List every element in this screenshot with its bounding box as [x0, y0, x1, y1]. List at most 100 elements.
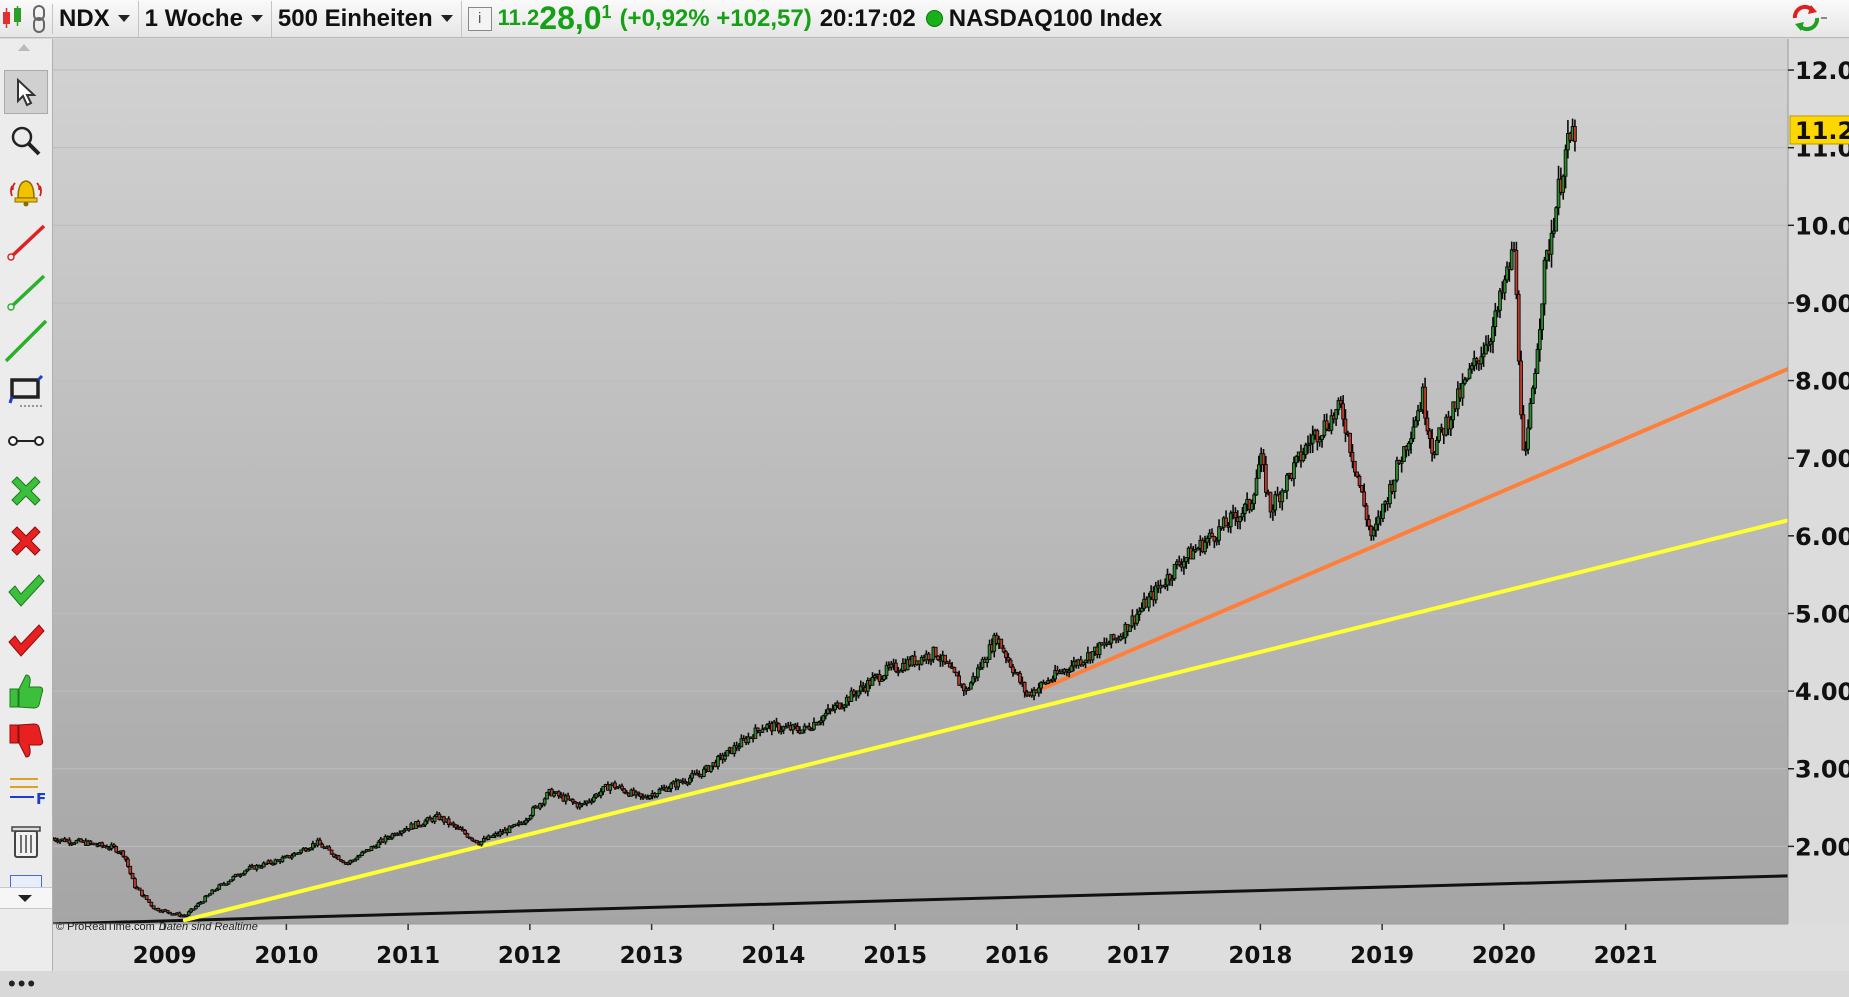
candle-body — [655, 793, 659, 797]
candle-body — [957, 675, 961, 686]
y-tick-label: 4.000 — [1795, 678, 1849, 706]
candle-body — [961, 683, 966, 692]
candle-body — [329, 849, 334, 855]
price-chart[interactable]: 2.000 3.000 4.000 5.000 6.000 7.000 8.000 9.000… — [53, 39, 1849, 971]
scroll-up-icon[interactable] — [18, 44, 30, 51]
candle-body — [147, 899, 151, 903]
current-price-label: 11.228 — [1795, 117, 1849, 145]
green-cross-tool[interactable] — [4, 469, 48, 513]
green-long-line-tool[interactable] — [4, 319, 48, 363]
candle-body — [184, 914, 189, 918]
info-icon[interactable]: i — [467, 6, 492, 31]
candle-body — [549, 788, 554, 797]
candle-body — [1205, 537, 1210, 543]
candle-body — [1039, 681, 1043, 689]
text-tool-partial-icon[interactable] — [10, 875, 42, 888]
candle-body — [465, 833, 470, 838]
chevron-down-icon — [440, 15, 453, 22]
y-tick-label: 7.000 — [1795, 445, 1849, 473]
scroll-down-button[interactable] — [0, 887, 52, 909]
alert-tool[interactable] — [4, 169, 48, 213]
fibonacci-tool[interactable]: F — [4, 769, 48, 813]
candle-body — [1488, 340, 1493, 345]
y-tick-label: 10.000 — [1795, 212, 1849, 240]
candle-body — [432, 816, 437, 822]
candle-body — [1191, 550, 1196, 560]
zoom-tool[interactable] — [4, 119, 48, 163]
candle-body — [1341, 403, 1345, 420]
candle-body — [842, 704, 847, 708]
candle-body — [1554, 207, 1559, 232]
candle-body — [1184, 557, 1189, 563]
green-check-tool[interactable] — [4, 569, 48, 613]
thumbs-down-tool[interactable] — [4, 719, 48, 763]
candle-body — [1423, 386, 1427, 419]
candle-body — [1193, 549, 1198, 552]
price-small: 11.2 — [497, 5, 540, 30]
black-trendline — [53, 874, 1790, 926]
candle-body — [1256, 464, 1261, 479]
chart-area[interactable]: 2.000 3.000 4.000 5.000 6.000 7.000 8.000 9.000… — [53, 39, 1849, 971]
candle-body — [1294, 456, 1299, 464]
candle-body — [531, 807, 535, 816]
candle-body — [723, 755, 727, 760]
candle-body — [1064, 669, 1069, 672]
candle-body — [1514, 249, 1519, 295]
y-tick-label: 6.000 — [1795, 523, 1849, 551]
units-label: 500 Einheiten — [277, 4, 433, 32]
candle-body — [402, 829, 407, 833]
x-tick-label: 2018 — [1228, 943, 1292, 969]
candle-body — [1491, 326, 1495, 342]
thumbs-up-tool[interactable] — [4, 669, 48, 713]
candle-body — [1172, 563, 1177, 579]
red-line-tool[interactable] — [4, 219, 48, 263]
green-line-tool[interactable] — [4, 269, 48, 313]
candle-body — [1425, 417, 1430, 432]
candle-body — [1292, 462, 1296, 479]
candle-body — [929, 658, 933, 662]
candle-body — [1053, 669, 1057, 680]
green-x-icon — [11, 476, 41, 506]
candle-body — [746, 736, 751, 743]
candle-body — [882, 675, 887, 680]
chart-type-icon[interactable] — [0, 4, 26, 34]
more-icon[interactable]: ••• — [8, 971, 38, 996]
candle-body — [1392, 479, 1397, 492]
units-dropdown[interactable]: 500 Einheiten — [272, 0, 462, 37]
candle-body — [753, 727, 758, 739]
green-long-line-icon — [4, 319, 48, 363]
red-check-tool[interactable] — [4, 619, 48, 663]
candle-body — [774, 721, 779, 725]
candle-body — [1303, 444, 1308, 455]
candle-body — [622, 788, 627, 793]
candle-body — [849, 690, 854, 702]
candle-body — [926, 653, 931, 661]
candle-body — [819, 720, 823, 723]
candle-body — [933, 646, 938, 657]
segment-tool[interactable] — [4, 419, 48, 463]
candle-body — [1371, 529, 1376, 537]
candle-body — [737, 746, 741, 749]
instrument-name: NASDAQ100 Index — [948, 4, 1163, 32]
symbol-dropdown[interactable]: NDX — [53, 0, 139, 37]
candle-body — [151, 905, 156, 910]
link-icon[interactable] — [26, 3, 53, 34]
candle-body — [880, 678, 884, 682]
current-price-tag — [1789, 115, 1849, 145]
candle-body — [793, 724, 798, 727]
candle-body — [894, 662, 898, 672]
candle-body — [1552, 230, 1556, 234]
red-cross-tool[interactable] — [4, 519, 48, 563]
candle-body — [1203, 541, 1207, 553]
candle-body — [521, 822, 526, 826]
pointer-tool[interactable] — [4, 70, 48, 114]
delete-tool[interactable] — [4, 819, 48, 863]
candle-body — [1448, 419, 1453, 430]
candle-body — [1006, 657, 1011, 661]
interval-dropdown[interactable]: 1 Woche — [139, 0, 272, 37]
refresh-icon[interactable] — [1787, 2, 1827, 39]
candle-body — [1540, 303, 1544, 331]
candle-body — [245, 868, 250, 872]
rectangle-tool[interactable] — [4, 369, 48, 413]
candle-body — [177, 912, 182, 917]
